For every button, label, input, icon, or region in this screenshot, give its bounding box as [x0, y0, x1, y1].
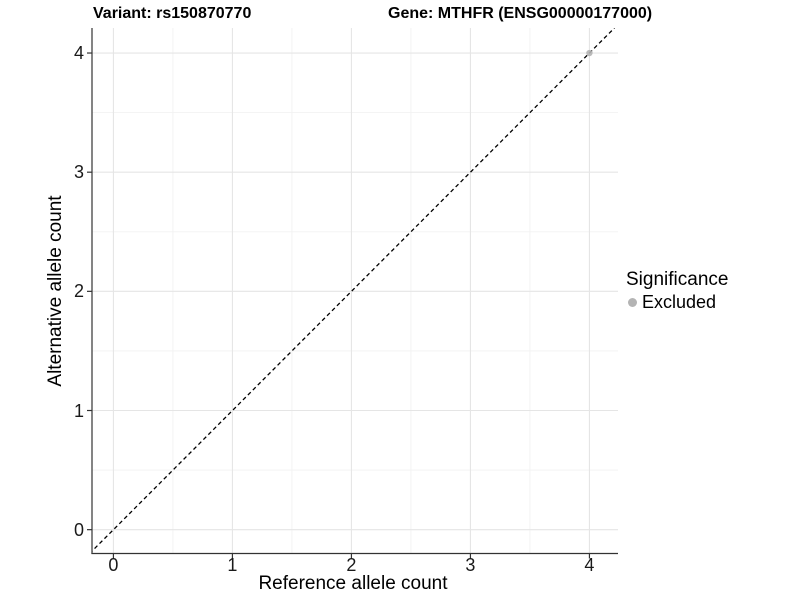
y-tick-label: 1 [73, 400, 84, 421]
x-axis-title: Reference allele count [258, 573, 448, 594]
x-tick-label: 1 [227, 555, 238, 575]
y-tick-label: 0 [73, 519, 84, 540]
variant-title: Variant: rs150870770 [93, 5, 252, 22]
excluded-point-icon [628, 298, 637, 307]
y-tick-label: 2 [73, 281, 84, 302]
legend-item-excluded: Excluded [626, 292, 728, 313]
panel-content [92, 28, 618, 554]
identity-line [92, 28, 615, 553]
x-tick-label: 0 [108, 555, 119, 575]
legend-item-label: Excluded [642, 292, 717, 312]
y-tick-label: 4 [73, 43, 84, 64]
gene-title: Gene: MTHFR (ENSG00000177000) [388, 5, 653, 22]
legend-title: Significance [626, 269, 729, 290]
y-tick-label: 3 [73, 162, 84, 183]
x-tick-label: 4 [584, 555, 595, 575]
legend: Significance Excluded [626, 268, 728, 313]
data-point [586, 49, 593, 57]
x-tick-label: 2 [346, 555, 357, 575]
x-tick-label: 3 [465, 555, 476, 575]
plot-panel [87, 28, 618, 559]
